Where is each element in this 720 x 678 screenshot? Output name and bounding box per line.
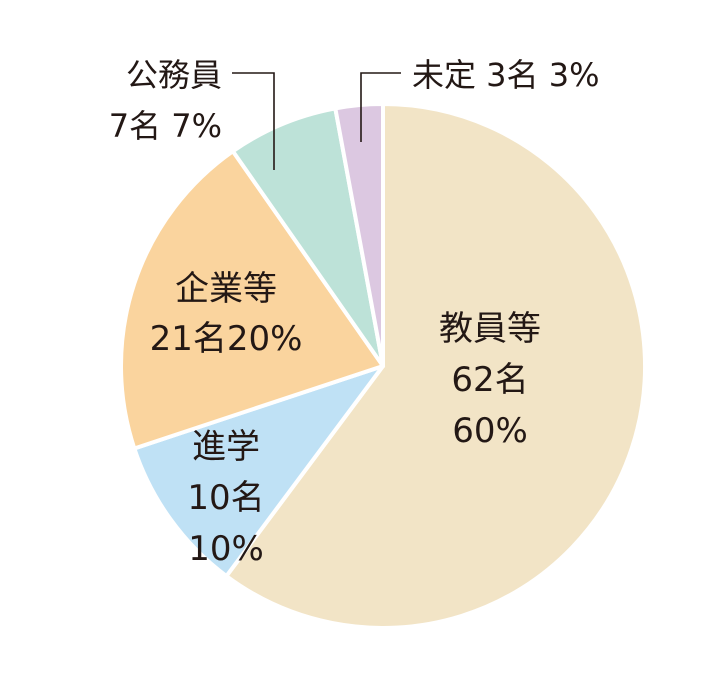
label-kigyo-percent: 20% bbox=[227, 319, 303, 359]
slice-mitei bbox=[333, 102, 385, 368]
leader-line-mitei bbox=[360, 72, 401, 142]
label-kyoin-percent: 60% bbox=[452, 411, 528, 451]
label-koumuin-line1: 公務員 bbox=[126, 56, 222, 94]
leader-line-koumuin bbox=[232, 72, 275, 170]
label-shingaku-name: 進学 bbox=[192, 427, 260, 467]
slice-kyoin bbox=[224, 102, 647, 630]
label-kigyo-count: 21名 bbox=[150, 319, 227, 359]
label-kigyo-name: 企業等 bbox=[175, 269, 277, 309]
slice-kigyo bbox=[119, 149, 385, 451]
label-shingaku-percent: 10% bbox=[188, 529, 264, 569]
pie-slices bbox=[119, 102, 647, 630]
label-kigyo-count-percent: 21名20% bbox=[150, 319, 303, 359]
label-mitei: 未定 3名 3% bbox=[412, 56, 599, 94]
label-kyoin-name: 教員等 bbox=[439, 309, 541, 349]
slice-shingaku bbox=[132, 364, 385, 579]
label-kyoin-count: 62名 bbox=[451, 360, 528, 400]
label-koumuin-line2: 7名 7% bbox=[109, 107, 222, 145]
label-shingaku-count: 10名 bbox=[187, 478, 264, 518]
